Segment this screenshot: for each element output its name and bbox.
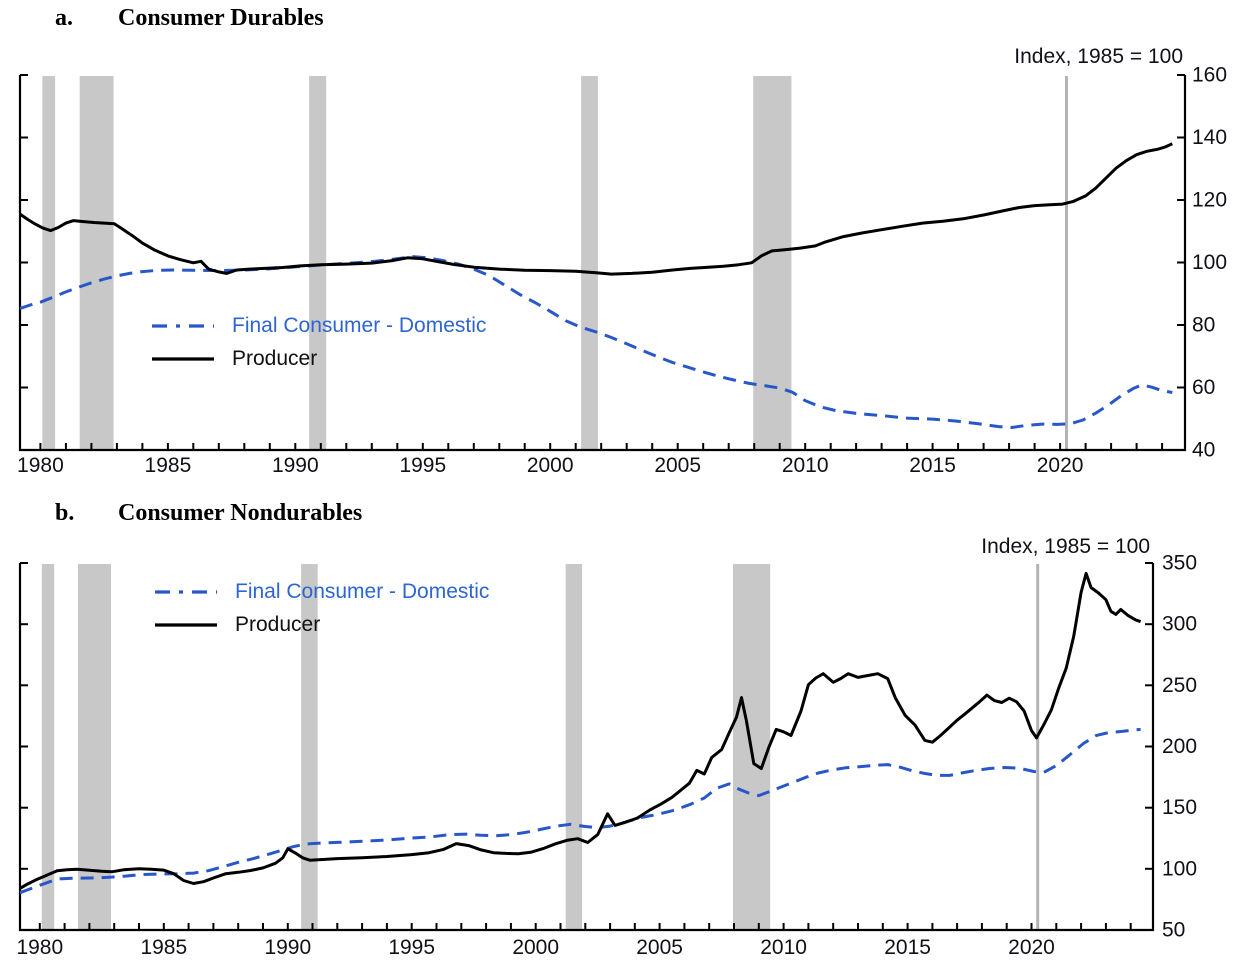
panel-b-axis-note: Index, 1985 = 100 [981,535,1150,558]
panel-a-title: a. Consumer Durables [55,5,324,32]
recession-band [581,76,598,449]
panel-b-title-prefix: b. [55,500,75,526]
recession-band [301,564,318,929]
y-tick-label: 60 [1192,376,1215,399]
legend-consumer-label: Final Consumer - Domestic [232,314,487,337]
panel-b-title-text: Consumer Nondurables [118,500,363,526]
x-tick-label: 1980 [17,454,64,477]
x-tick-label: 2010 [760,936,807,959]
x-tick-label: 1995 [388,936,435,959]
x-tick-label: 1995 [399,454,446,477]
panel-a-title-text: Consumer Durables [118,5,324,31]
panel-a-axis-note: Index, 1985 = 100 [1014,45,1183,68]
recession-band [78,564,111,929]
solid-line-sample-icon [152,357,214,361]
dashed-line-sample-icon [155,590,217,594]
x-tick-label: 2010 [782,454,829,477]
x-tick-label: 2005 [654,454,701,477]
recession-band [309,76,327,449]
y-tick-label: 120 [1192,189,1227,212]
recession-band [565,564,583,929]
panel-b-legend-consumer: Final Consumer - Domestic [155,580,489,604]
legend-producer-label: Producer [232,347,318,370]
y-tick-label: 140 [1192,126,1227,149]
recession-band [42,76,56,449]
y-tick-label: 160 [1192,64,1227,87]
y-tick-label: 40 [1192,439,1215,462]
panel-a: 160 140 120 100 80 60 40 1980 1985 1990 1995 2000 20… [17,64,1227,478]
panel-b-legend: Final Consumer - Domestic Producer [155,580,489,637]
legend-producer-label: Producer [235,613,321,636]
panel-a-legend-consumer: Final Consumer - Domestic [152,314,486,338]
x-tick-label: 1980 [16,936,63,959]
covid-2020-line [1036,564,1040,929]
recession-band [79,76,114,449]
x-tick-label: 2000 [527,454,574,477]
y-tick-label: 200 [1162,735,1197,758]
panel-a-legend: Final Consumer - Domestic Producer [152,314,486,371]
x-tick-label: 1990 [272,454,319,477]
x-tick-label: 2015 [909,454,956,477]
legend-consumer-label: Final Consumer - Domestic [235,580,490,603]
panel-b-title: b. Consumer Nondurables [55,500,362,527]
producer-line [19,142,1173,276]
y-tick-label: 350 [1162,552,1197,575]
y-tick-label: 300 [1162,613,1197,636]
recession-band [753,76,792,449]
x-tick-label: 1990 [264,936,311,959]
covid-2020-line [1065,76,1068,449]
x-tick-label: 2005 [636,936,683,959]
x-tick-label: 1985 [145,454,192,477]
y-tick-label: 100 [1162,857,1197,880]
x-tick-label: 2020 [1008,936,1055,959]
recession-band [41,564,55,929]
y-tick-label: 50 [1162,919,1185,942]
dashed-line-sample-icon [152,324,214,328]
producer-line [19,571,1142,890]
x-tick-label: 1985 [140,936,187,959]
y-tick-label: 250 [1162,674,1197,697]
panel-b: 350 300 250 200 150 100 50 1980 1985 1990 1995 2000… [16,552,1197,960]
x-tick-label: 2000 [512,936,559,959]
solid-line-sample-icon [155,623,217,627]
y-tick-label: 100 [1192,251,1227,274]
x-tick-label: 2020 [1037,454,1084,477]
x-tick-label: 2015 [884,936,931,959]
panel-b-legend-producer: Producer [155,613,489,637]
y-tick-label: 80 [1192,314,1215,337]
y-tick-label: 150 [1162,796,1197,819]
panel-a-legend-producer: Producer [152,347,486,371]
final-consumer-domestic-line [19,255,1173,429]
panel-a-title-prefix: a. [55,5,73,31]
